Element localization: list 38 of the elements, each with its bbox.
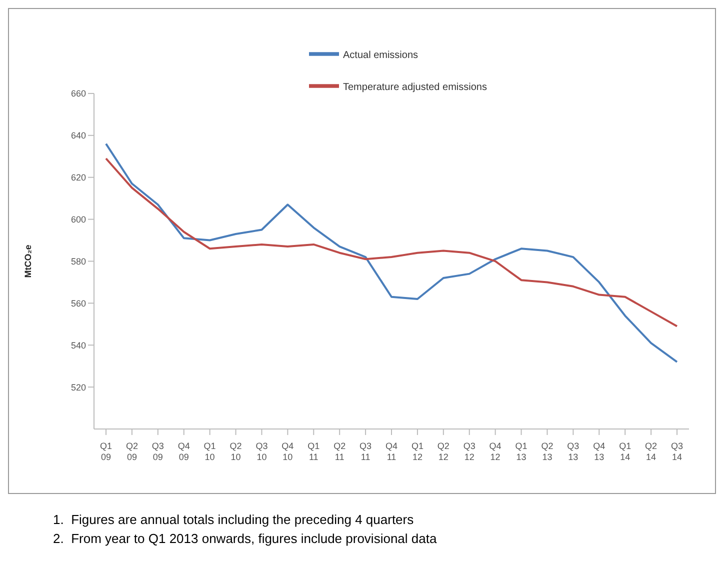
x-tick-label: Q4 09 (178, 441, 190, 462)
x-tick-label: Q1 12 (411, 441, 424, 462)
legend-label: Temperature adjusted emissions (343, 82, 487, 94)
text: 1. Figures are annual totals including the preceding 4 quarters (53, 512, 415, 527)
text: 2. From year to Q1 2013 onwards, figures include provisional data (53, 531, 438, 546)
legend-label: Actual emissions (343, 50, 418, 62)
y-tick-label: 600 (70, 214, 86, 224)
y-tick-label: 620 (70, 172, 86, 183)
x-tick-label: Q4 11 (385, 441, 398, 462)
x-tick-label: Q3 14 (670, 441, 684, 462)
x-tick-label: Q2 09 (126, 441, 138, 462)
x-tick-label: Q1 11 (308, 441, 320, 462)
x-tick-label: Q1 13 (515, 441, 528, 462)
x-tick-label: Q3 13 (567, 441, 580, 462)
x-tick-label: Q3 10 (256, 441, 268, 462)
y-tick-label: 520 (70, 382, 86, 392)
x-tick-label: Q3 12 (463, 441, 476, 462)
y-tick-label: 540 (70, 340, 86, 350)
x-tick-label: Q2 11 (334, 441, 346, 462)
y-tick-label: 660 (70, 88, 86, 99)
x-tick-label: Q1 10 (204, 441, 216, 462)
x-tick-label: Q4 12 (489, 441, 502, 462)
x-tick-label: Q4 13 (593, 441, 606, 462)
y-tick-label: 640 (70, 130, 86, 141)
line-series (105, 142, 678, 363)
x-tick-label: Q2 12 (437, 441, 450, 462)
x-tick-label: Q1 09 (100, 441, 112, 462)
y-tick-label: 580 (70, 256, 86, 266)
y-axis-title: MtCO₂e (23, 244, 33, 278)
x-tick-label: Q3 09 (152, 441, 164, 462)
y-tick-label: 560 (70, 298, 86, 308)
x-tick-label: Q3 11 (360, 441, 372, 462)
x-tick-label: Q2 14 (645, 441, 658, 462)
x-tick-label: Q2 10 (230, 441, 242, 462)
x-tick-label: Q1 14 (619, 441, 632, 462)
x-tick-label: Q4 10 (282, 441, 294, 462)
x-tick-label: Q2 13 (541, 441, 554, 462)
line-series (105, 157, 678, 328)
